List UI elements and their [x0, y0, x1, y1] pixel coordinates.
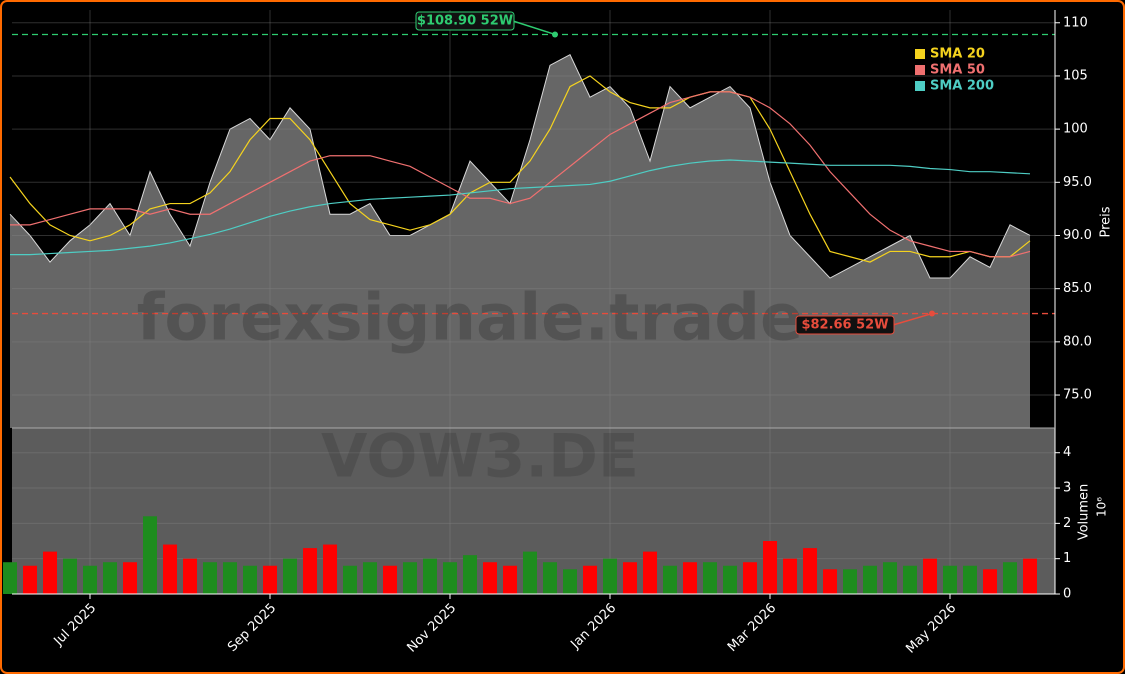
high-arrow — [512, 20, 556, 36]
volume-bar — [763, 541, 777, 594]
volume-bar — [63, 558, 77, 594]
volume-bar — [123, 562, 137, 594]
y2-multiplier: 10⁶ — [1095, 497, 1109, 517]
volume-bar — [683, 562, 697, 594]
y2-axis-label: Volumen — [1077, 484, 1092, 541]
legend-swatch — [915, 49, 925, 59]
volume-bar — [603, 558, 617, 594]
y-tick-label: 75.0 — [1063, 388, 1092, 403]
volume-bar — [983, 569, 997, 594]
volume-bar — [1003, 562, 1017, 594]
volume-bar — [823, 569, 837, 594]
volume-bar — [903, 565, 917, 594]
sma-line — [10, 159, 1031, 256]
volume-bar — [383, 565, 397, 594]
watermark: forexsignale.trade — [137, 282, 804, 356]
volume-bar — [843, 569, 857, 594]
volume-bar — [83, 565, 97, 594]
volume-bar — [723, 565, 737, 594]
volume-bar — [463, 555, 477, 594]
y2-tick-label: 1 — [1063, 551, 1071, 566]
high-label: $108.90 52W — [417, 14, 513, 29]
volume-bar — [643, 551, 657, 594]
y-tick-label: 100 — [1063, 122, 1088, 137]
symbol-watermark: VOW3.DE — [321, 422, 639, 492]
low-arrowhead — [929, 310, 935, 317]
y-tick-label: 95.0 — [1063, 175, 1092, 190]
volume-bar — [263, 565, 277, 594]
y-tick-label: 110 — [1063, 15, 1088, 30]
volume-bar — [963, 565, 977, 594]
price-area — [10, 54, 1030, 429]
volume-bar — [483, 562, 497, 594]
volume-bar — [403, 562, 417, 594]
volume-bar — [223, 562, 237, 594]
volume-bar — [563, 569, 577, 594]
volume-bar — [43, 551, 57, 594]
volume-bar — [863, 565, 877, 594]
volume-bar — [3, 562, 17, 594]
plot-layer — [3, 10, 1055, 595]
volume-bar — [523, 551, 537, 594]
y2-tick-label: 2 — [1063, 516, 1071, 531]
volume-bar — [663, 565, 677, 594]
volume-bar — [783, 558, 797, 594]
volume-bar — [883, 562, 897, 594]
volume-bar — [943, 565, 957, 594]
sma-line — [10, 91, 1031, 258]
sma-line — [9, 75, 1031, 263]
volume-bar — [203, 562, 217, 594]
y2-tick-label: 3 — [1063, 481, 1071, 496]
volume-bar — [923, 558, 937, 594]
low-label: $82.66 52W — [801, 318, 888, 333]
volume-bar — [803, 548, 817, 594]
high-label-box — [415, 11, 515, 31]
y-tick-label: 85.0 — [1063, 281, 1092, 296]
y-tick-label: 90.0 — [1063, 228, 1092, 243]
y2-tick-label: 0 — [1063, 587, 1071, 602]
volume-bar — [583, 565, 597, 594]
volume-bar — [423, 558, 437, 594]
low-label-box — [795, 315, 895, 335]
y-tick-label: 80.0 — [1063, 334, 1092, 349]
volume-bar — [443, 562, 457, 594]
volume-bar — [163, 544, 177, 594]
volume-bar — [23, 565, 37, 594]
volume-bar — [183, 558, 197, 594]
volume-bar — [143, 516, 157, 594]
volume-bar — [243, 565, 257, 594]
volume-bar — [343, 565, 357, 594]
legend-label: SMA 20 — [930, 47, 985, 62]
volume-bar — [323, 544, 337, 594]
volume-bar — [543, 562, 557, 594]
volume-bar — [363, 562, 377, 594]
y2-tick-label: 4 — [1063, 445, 1071, 460]
volume-bar — [303, 548, 317, 594]
volume-bar — [743, 562, 757, 594]
volume-bar — [1023, 558, 1037, 594]
high-arrowhead — [552, 31, 558, 38]
legend-swatch — [915, 81, 925, 91]
volume-bar — [623, 562, 637, 594]
volume-bar — [283, 558, 297, 594]
legend-label: SMA 50 — [930, 63, 985, 78]
volume-bar — [503, 565, 517, 594]
volume-bar — [103, 562, 117, 594]
legend-swatch — [915, 65, 925, 75]
y-axis-label: Preis — [1099, 206, 1114, 237]
low-arrow — [892, 312, 933, 326]
y-tick-label: 105 — [1063, 68, 1088, 83]
volume-bar — [703, 562, 717, 594]
legend-label: SMA 200 — [930, 79, 994, 94]
